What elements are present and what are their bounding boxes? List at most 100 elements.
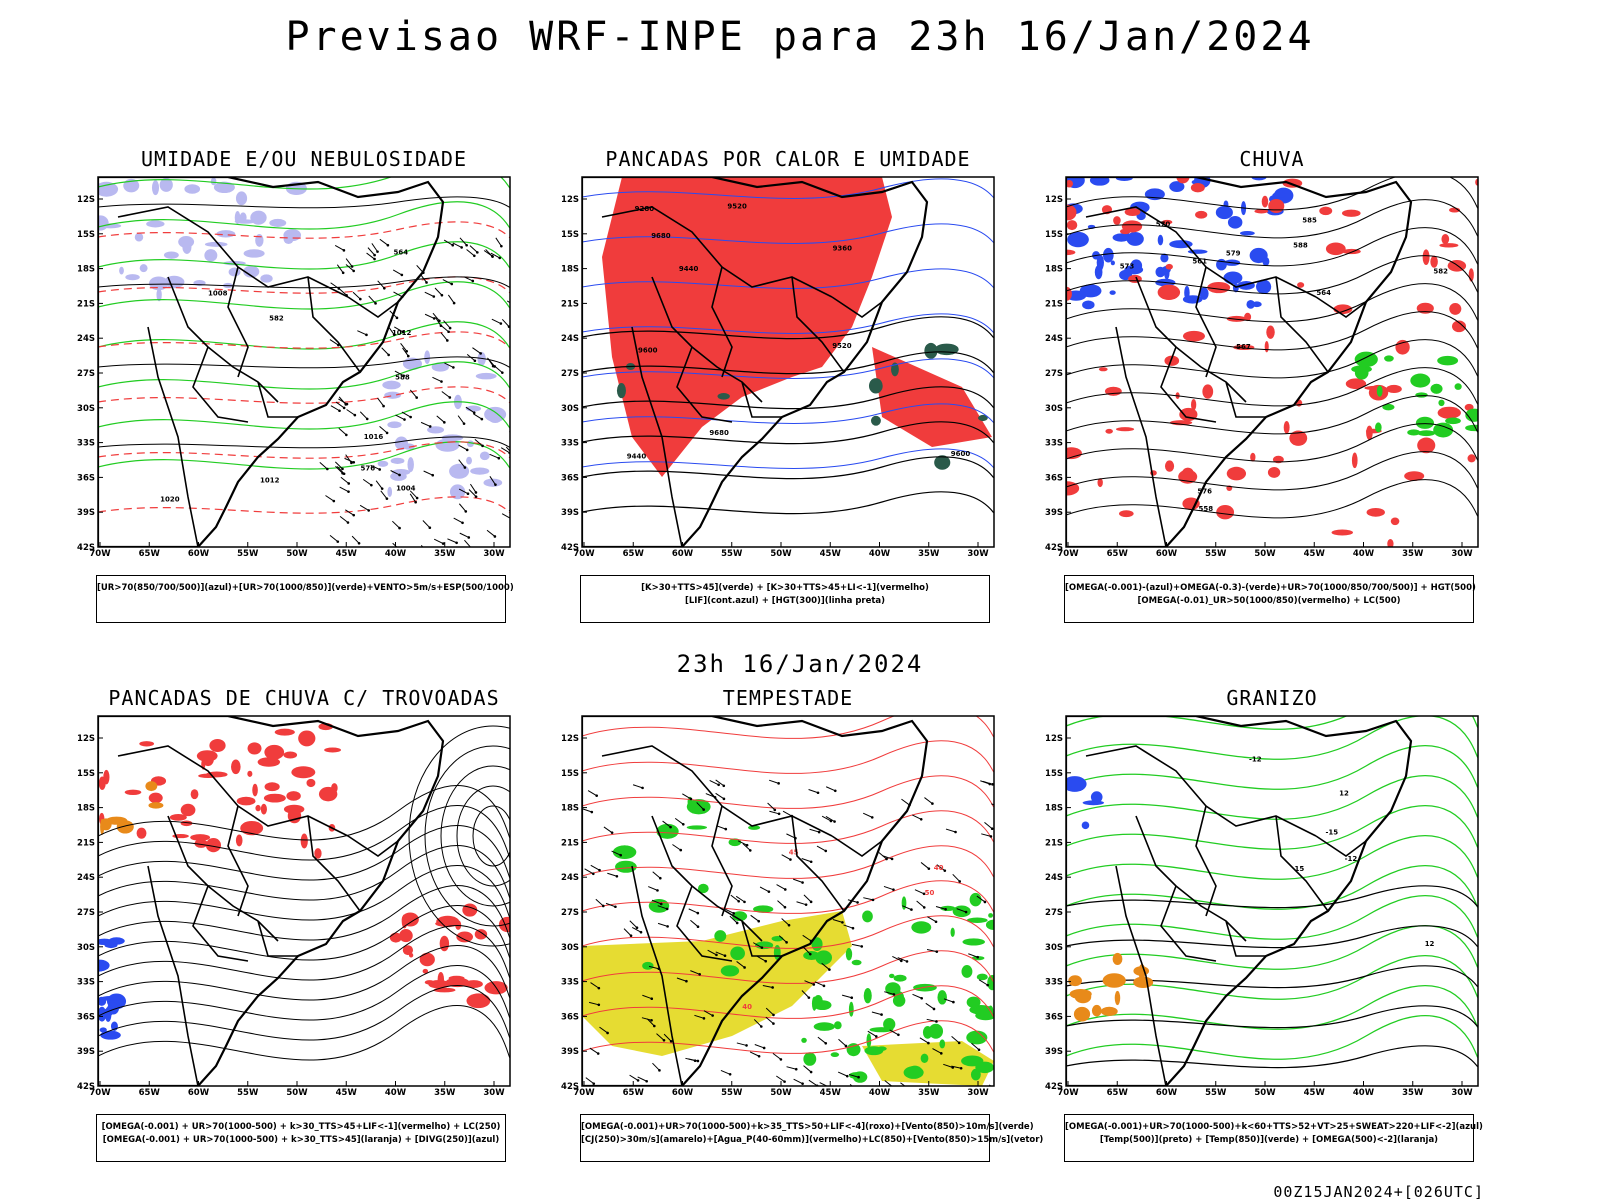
streamline (98, 785, 510, 841)
lat-tick-label: 18S (561, 265, 579, 275)
omega-blue-area (1262, 256, 1270, 266)
wind-vector (786, 1066, 797, 1070)
humidity-high-levels (134, 232, 144, 242)
wind-vector-head (629, 934, 633, 938)
wind-vector-head (516, 436, 519, 439)
wind-vector (804, 980, 814, 985)
wind-vector (730, 894, 740, 902)
wind-vector-head (669, 1039, 673, 1043)
precipitable-water-contour (582, 985, 994, 1019)
humidity-high-levels (213, 181, 235, 193)
map-frame (1065, 176, 1479, 548)
wind-vector (651, 899, 662, 905)
storm-red-area (466, 993, 491, 1009)
wind-vector-head (450, 282, 454, 286)
contour-label: 582 (1433, 268, 1448, 276)
height-500-contour (1066, 479, 1478, 519)
lat-tick-label: 42S (1045, 1082, 1063, 1092)
wind-vector-head (461, 521, 464, 525)
wind-vector (432, 312, 440, 322)
wind-vector-head (931, 802, 934, 805)
lon-tick-label: 70W (89, 1088, 111, 1098)
storm-red-area (264, 744, 285, 760)
wind-vector (642, 994, 652, 1000)
instability-green-area (891, 362, 899, 377)
wind-vector-head (745, 1044, 748, 1047)
wind-vector (754, 1044, 765, 1049)
wind-850-area (748, 825, 761, 830)
omega-red-area (1386, 384, 1402, 394)
contour-label: 9520 (727, 203, 747, 211)
wind-vector-head (900, 959, 903, 963)
humidity-low-levels-contour (98, 361, 510, 390)
instability-green-area (934, 343, 959, 356)
wind-850-area (863, 988, 872, 1004)
wind-vector-head (988, 782, 992, 786)
lat-tick-label: 24S (561, 334, 579, 344)
omega-red-area (1422, 249, 1430, 266)
lat-tick-label: 15S (77, 230, 95, 240)
wind-vector-head (665, 907, 669, 911)
wind-vector-head (516, 515, 519, 518)
run-identifier: 00Z15JAN2024+[026UTC] (1273, 1183, 1484, 1201)
country-border (307, 815, 361, 912)
storm-red-area (433, 987, 456, 993)
humidity-high-levels (125, 274, 140, 281)
storm-red-area (286, 791, 301, 801)
legend-line: [UR>70(850/700/500)](azul)+[UR>70(1000/8… (97, 583, 514, 593)
omega-green-area (1354, 366, 1369, 380)
map-panel-chuva: CHUVA 588 585 582 579 576 573 570 567 564 561 558 12… (1040, 147, 1540, 623)
lat-tick-label: 24S (1045, 334, 1063, 344)
lat-tick-label: 30S (1045, 404, 1063, 414)
wind-850-area (851, 959, 862, 966)
lon-tick-label: 30W (967, 549, 989, 559)
wind-vector (329, 339, 339, 346)
wind-vector (926, 948, 937, 953)
wind-vector-head (783, 1080, 786, 1083)
omega-red-area (1244, 312, 1252, 322)
wind-vector (338, 427, 347, 436)
streamline (98, 825, 510, 881)
lon-tick-label: 65W (623, 1088, 645, 1098)
lon-tick-label: 70W (573, 549, 595, 559)
wind-vector-head (907, 1087, 910, 1090)
storm-red-area (300, 833, 308, 849)
omega-red-area (1119, 510, 1134, 518)
lat-tick-label: 36S (77, 473, 95, 483)
wind-vector-head (499, 322, 503, 325)
wind-vector-head (344, 403, 348, 406)
wind-vector (648, 965, 659, 970)
humidity-high-levels (484, 406, 507, 423)
wind-vector (884, 991, 895, 995)
wind-vector-head (373, 257, 376, 261)
omega-blue-area (1160, 253, 1169, 263)
wind-vector (423, 470, 433, 476)
wind-vector (652, 1062, 660, 1071)
wind-vector-head (787, 923, 791, 927)
wind-vector-head (844, 1044, 848, 1048)
wind-vector (339, 486, 349, 493)
humidity-high-levels (243, 265, 260, 278)
wind-vector (607, 872, 618, 877)
wind-vector-head (954, 830, 957, 834)
wind-vector (377, 397, 384, 407)
temp-850-contour (1066, 985, 1478, 1030)
wind-vector-head (662, 1038, 666, 1042)
lat-tick-label: 12S (1045, 195, 1063, 205)
map-plot: 40 45 50 40 12S 15S 18S 21S 24S 27S 30S 33S 36S 39S 42… (561, 715, 995, 1098)
lon-tick-label: 45W (1304, 1088, 1326, 1098)
storm-red-area (298, 730, 316, 747)
wind-vector (821, 962, 830, 970)
lon-tick-label: 70W (89, 549, 111, 559)
humidity-low-levels-contour (98, 177, 510, 190)
wind-vector (715, 792, 725, 800)
omega-red-area (1066, 249, 1076, 256)
wind-vector-head (679, 848, 683, 852)
wind-vector-head (717, 783, 720, 787)
omega-blue-area (1199, 287, 1209, 300)
wind-vector (709, 779, 719, 786)
wind-vector (703, 1010, 713, 1016)
wind-vector-head (512, 453, 515, 456)
humidity-high-levels (163, 251, 179, 259)
omega-green-area (1465, 408, 1478, 422)
